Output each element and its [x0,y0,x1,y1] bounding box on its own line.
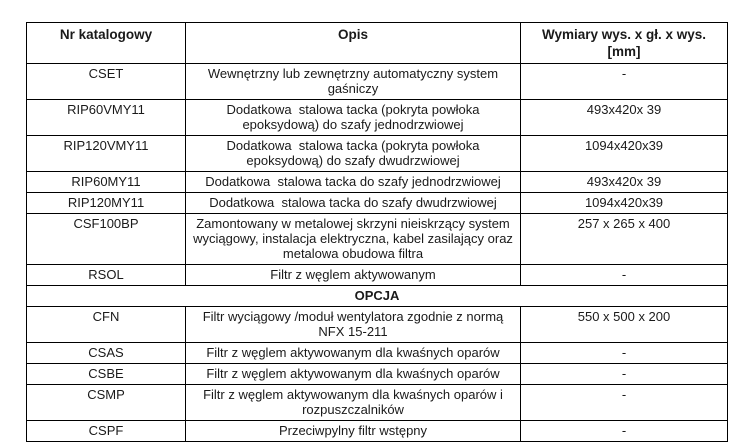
dimensions-cell: - [520,363,728,385]
description-cell: Filtr wyciągowy /moduł wentylatora zgodn… [185,306,521,343]
table-body: CSET Wewnętrzny lub zewnętrzny automatycz… [26,63,728,442]
catalog-number-cell: CSMP [26,384,186,421]
catalog-number-cell: CSAS [26,342,186,364]
dimensions-cell: - [520,264,728,286]
section-title-cell: OPCJA [26,285,728,307]
dimensions-cell: 493x420x 39 [520,171,728,193]
catalog-number-cell: RIP60MY11 [26,171,186,193]
catalog-number-cell: CSBE [26,363,186,385]
catalog-table: Nr katalogowy Opis Wymiary wys. x gł. x … [26,22,728,442]
catalog-table-container: Nr katalogowy Opis Wymiary wys. x gł. x … [26,22,728,442]
header-cell-description: Opis [185,22,521,64]
description-cell: Dodatkowa stalowa tacka (pokryta powłoka… [185,99,521,136]
table-row: RIP120VMY11 Dodatkowa stalowa tacka (pokr… [26,135,728,172]
dimensions-cell: 1094x420x39 [520,135,728,172]
description-cell: Dodatkowa stalowa tacka do szafy jednodr… [185,171,521,193]
description-cell: Zamontowany w metalowej skrzyni nieiskrz… [185,213,521,265]
table-row: RIP60MY11 Dodatkowa stalowa tacka do szaf… [26,171,728,193]
description-cell: Przeciwpylny filtr wstępny [185,420,521,442]
table-row: CSF100BP Zamontowany w metalowej skrzyni … [26,213,728,265]
description-cell: Filtr z węglem aktywowanym dla kwaśnych … [185,384,521,421]
catalog-number-cell: CFN [26,306,186,343]
catalog-number-cell: CSPF [26,420,186,442]
description-cell: Filtr z węglem aktywowanym [185,264,521,286]
table-row: CFN Filtr wyciągowy /moduł wentylatora zg… [26,306,728,343]
catalog-number-cell: RIP120VMY11 [26,135,186,172]
header-label-description: Opis [337,27,368,42]
description-cell: Filtr z węglem aktywowanym dla kwaśnych … [185,342,521,364]
description-cell: Dodatkowa stalowa tacka do szafy dwudrzw… [185,192,521,214]
header-label-catalog-number: Nr katalogowy [59,27,153,42]
table-header-row: Nr katalogowy Opis Wymiary wys. x gł. x … [26,22,728,64]
dimensions-cell: - [520,384,728,421]
catalog-number-cell: RIP120MY11 [26,192,186,214]
catalog-number-cell: CSF100BP [26,213,186,265]
table-row: RSOL Filtr z węglem aktywowanym - [26,264,728,286]
table-row: CSAS Filtr z węglem aktywowanym dla kwaśn… [26,342,728,364]
description-cell: Dodatkowa stalowa tacka (pokryta powłoka… [185,135,521,172]
table-row: RIP60VMY11 Dodatkowa stalowa tacka (pokry… [26,99,728,136]
header-cell-catalog-number: Nr katalogowy [26,22,186,64]
header-cell-dimensions: Wymiary wys. x gł. x wys. [mm] [520,22,728,64]
table-row: CSPF Przeciwpylny filtr wstępny - [26,420,728,442]
dimensions-cell: - [520,63,728,100]
dimensions-cell: 550 x 500 x 200 [520,306,728,343]
dimensions-cell: 1094x420x39 [520,192,728,214]
description-cell: Wewnętrzny lub zewnętrzny automatyczny s… [185,63,521,100]
table-row: CSMP Filtr z węglem aktywowanym dla kwaśn… [26,384,728,421]
section-header-row: OPCJA [26,285,728,307]
dimensions-cell: 493x420x 39 [520,99,728,136]
catalog-number-cell: RIP60VMY11 [26,99,186,136]
table-row: CSBE Filtr z węglem aktywowanym dla kwaśn… [26,363,728,385]
table-row: RIP120MY11 Dodatkowa stalowa tacka do sza… [26,192,728,214]
header-label-dimensions-line2: [mm] [607,43,641,59]
dimensions-cell: - [520,420,728,442]
dimensions-cell: 257 x 265 x 400 [520,213,728,265]
description-cell: Filtr z węglem aktywowanym dla kwaśnych … [185,363,521,385]
catalog-number-cell: CSET [26,63,186,100]
table-row: CSET Wewnętrzny lub zewnętrzny automatycz… [26,63,728,100]
catalog-number-cell: RSOL [26,264,186,286]
header-label-dimensions-line1: Wymiary wys. x gł. x wys. [541,27,707,42]
dimensions-cell: - [520,342,728,364]
